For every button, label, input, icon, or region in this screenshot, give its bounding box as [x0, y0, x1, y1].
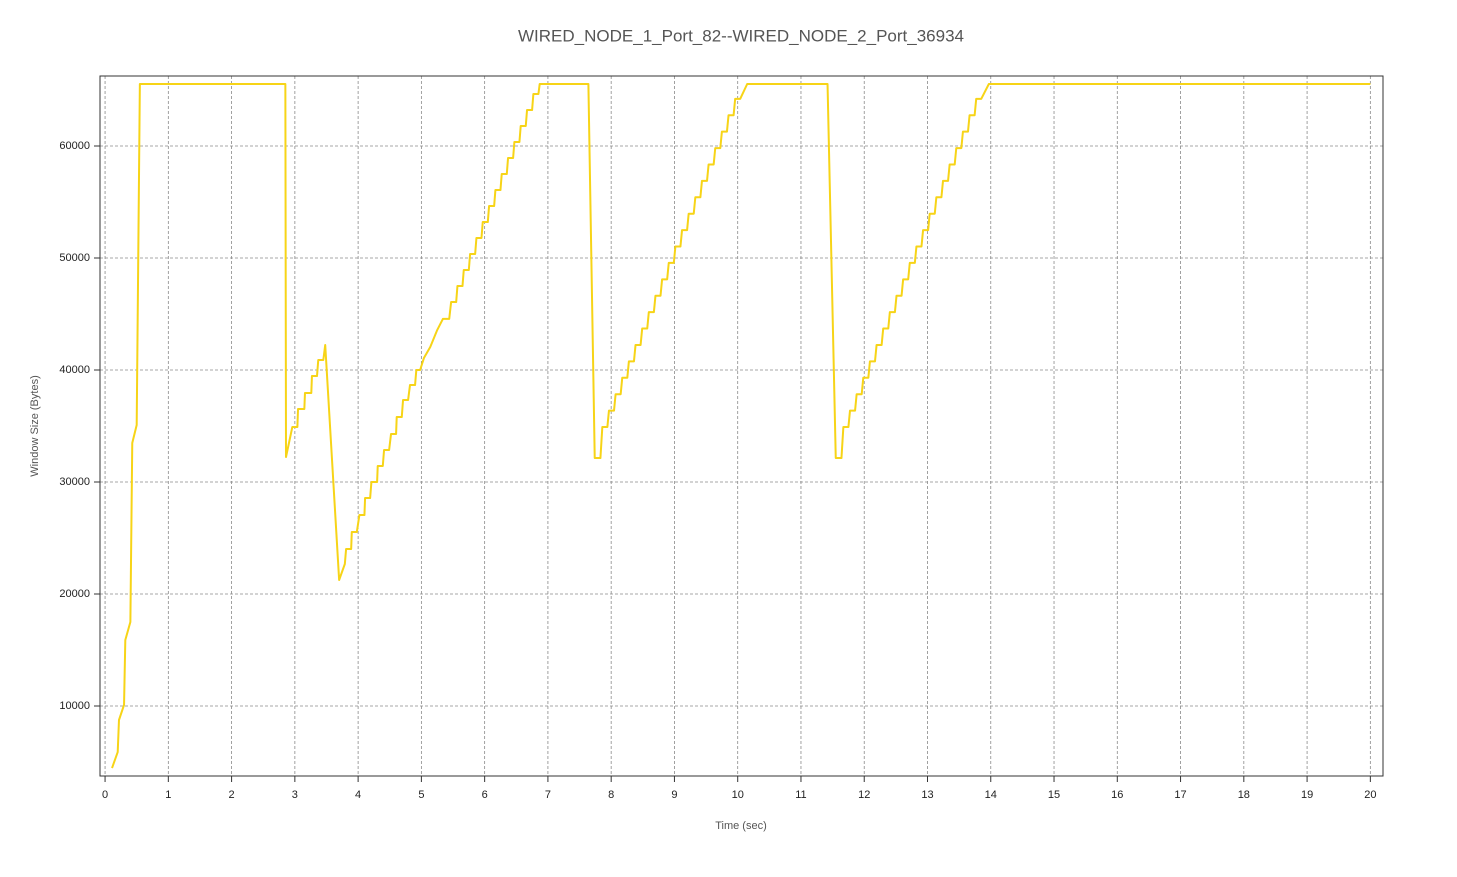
x-axis-label: Time (sec) — [715, 820, 767, 832]
x-tick-label: 8 — [608, 789, 614, 801]
x-tick-label: 6 — [482, 789, 488, 801]
x-tick-label: 11 — [795, 789, 806, 801]
y-tick-label: 60000 — [59, 140, 90, 152]
x-tick-label: 7 — [545, 789, 551, 801]
x-tick-label: 18 — [1238, 789, 1250, 801]
x-tick-label: 4 — [355, 789, 361, 801]
chart-title: WIRED_NODE_1_Port_82--WIRED_NODE_2_Port_… — [518, 26, 964, 45]
x-tick-label: 1 — [165, 789, 171, 801]
x-tick-label: 12 — [858, 789, 870, 801]
plot-frame — [99, 75, 1384, 777]
x-tick-label: 17 — [1174, 789, 1186, 801]
x-tick-label: 0 — [102, 789, 108, 801]
x-tick-label: 5 — [418, 789, 424, 801]
x-tick-label: 2 — [229, 789, 235, 801]
y-tick-label: 50000 — [59, 252, 90, 264]
x-tick-label: 9 — [671, 789, 677, 801]
x-tick-label: 3 — [292, 789, 298, 801]
y-tick-label: 40000 — [59, 364, 90, 376]
x-tick-label: 14 — [985, 789, 997, 801]
y-tick-label: 20000 — [59, 588, 90, 600]
x-tick-label: 10 — [732, 789, 744, 801]
y-tick-label: 10000 — [59, 700, 90, 712]
x-tick-label: 19 — [1301, 789, 1313, 801]
x-tick-label: 15 — [1048, 789, 1060, 801]
y-axis-label: Window Size (Bytes) — [29, 375, 41, 476]
data-line — [111, 83, 1371, 769]
x-tick-label: 13 — [921, 789, 933, 801]
y-tick-label: 30000 — [59, 476, 90, 488]
x-tick-label: 16 — [1111, 789, 1123, 801]
x-tick-label: 20 — [1364, 789, 1376, 801]
